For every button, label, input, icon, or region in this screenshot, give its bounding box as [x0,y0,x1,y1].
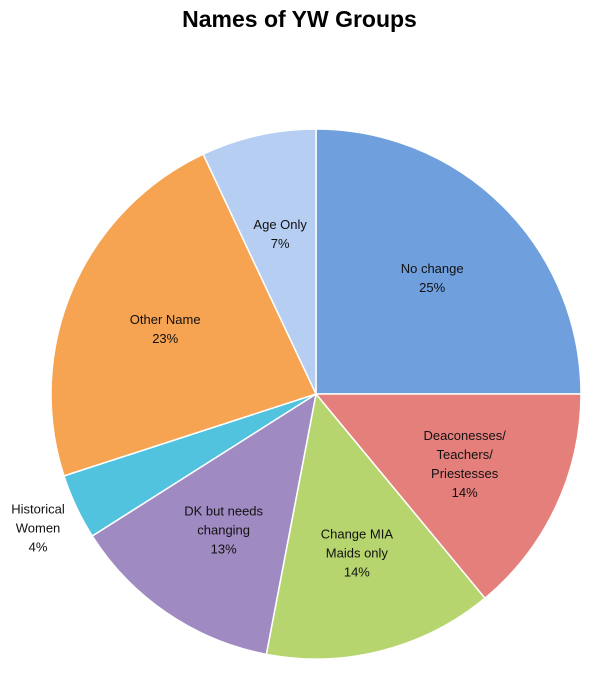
pie-slice [265,392,486,660]
pie-slice [314,393,582,600]
chart-title: Names of YW Groups [182,6,417,32]
slice-value: 13% [210,541,237,557]
slice-name: Deaconesses/ Teachers/ Priestesses [423,427,506,481]
slice-name: Change MIA Maids only [320,526,393,561]
slice-label: Other Name 23% [130,310,201,348]
slice-name: Other Name [129,311,201,327]
pie-slice [91,392,318,656]
slice-label: Age Only 7% [253,215,306,253]
pie-slice [202,128,317,395]
slice-name: No change [400,260,464,276]
slice-value: 14% [451,484,478,500]
pie-slice [50,153,318,477]
slice-label: Deaconesses/ Teachers/ Priestesses 14% [423,426,505,502]
pie-slice [315,128,582,395]
slice-value: 25% [419,279,446,295]
slice-label: Historical Women 4% [11,499,64,556]
slice-label: No change 25% [401,259,464,297]
slice-name: Age Only [253,216,307,232]
slice-value: 7% [270,235,290,251]
slice-name: DK but needs changing [184,503,264,538]
slice-name: Historical Women [11,501,65,536]
slice-value: 14% [343,564,370,580]
slice-label: DK but needs changing 13% [184,501,263,558]
slice-label: Change MIA Maids only 14% [321,525,393,582]
slice-value: 23% [152,330,179,346]
slice-value: 4% [28,539,48,555]
